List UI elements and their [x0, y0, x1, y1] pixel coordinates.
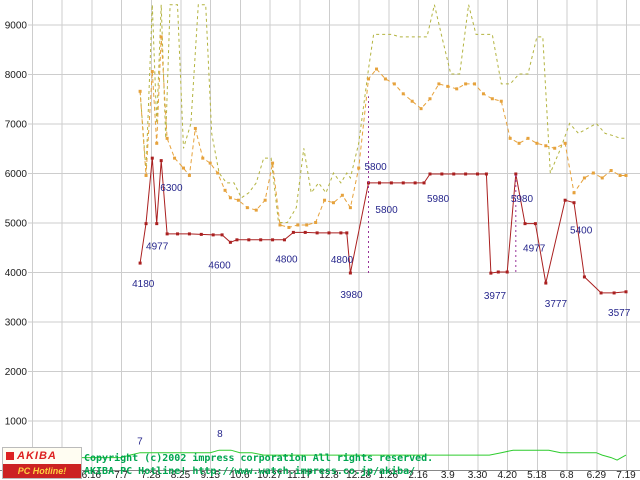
svg-text:7.19: 7.19 — [616, 470, 636, 480]
svg-text:6.8: 6.8 — [560, 470, 574, 480]
svg-text:12.8: 12.8 — [319, 470, 339, 480]
svg-text:1000: 1000 — [5, 417, 28, 428]
svg-text:8.25: 8.25 — [171, 470, 191, 480]
svg-text:2.16: 2.16 — [408, 470, 428, 480]
svg-text:5000: 5000 — [5, 219, 28, 230]
svg-text:6.29: 6.29 — [587, 470, 607, 480]
svg-text:4977: 4977 — [523, 244, 546, 255]
svg-text:5800: 5800 — [375, 205, 398, 216]
svg-text:4600: 4600 — [208, 260, 231, 271]
svg-text:2000: 2000 — [5, 367, 28, 378]
svg-text:10.27: 10.27 — [257, 470, 282, 480]
akiba-pc-hotline-logo: AKIBA PC Hotline! — [2, 447, 82, 479]
svg-text:4977: 4977 — [146, 242, 169, 253]
logo-mark-icon — [6, 452, 14, 460]
copyright-block: Copyright (c)2002 impress corporation Al… — [84, 452, 433, 478]
svg-text:12.28: 12.28 — [346, 470, 371, 480]
svg-text:4800: 4800 — [275, 254, 298, 265]
svg-text:4.20: 4.20 — [497, 470, 517, 480]
svg-text:3000: 3000 — [5, 318, 28, 329]
svg-text:6000: 6000 — [5, 169, 28, 180]
svg-text:8: 8 — [217, 429, 223, 440]
logo-pc-hotline-text: PC Hotline! — [3, 464, 81, 478]
svg-text:4800: 4800 — [331, 255, 354, 266]
svg-text:3777: 3777 — [545, 299, 568, 310]
svg-text:10.6: 10.6 — [230, 470, 250, 480]
svg-text:9000: 9000 — [5, 21, 28, 32]
svg-text:11.17: 11.17 — [287, 470, 312, 480]
svg-text:4000: 4000 — [5, 268, 28, 279]
logo-akiba-text: AKIBA — [17, 450, 57, 462]
svg-text:3577: 3577 — [608, 308, 631, 319]
svg-text:5980: 5980 — [511, 194, 534, 205]
svg-text:3980: 3980 — [340, 290, 363, 301]
svg-text:7.28: 7.28 — [141, 470, 161, 480]
svg-text:5.18: 5.18 — [527, 470, 547, 480]
svg-text:7000: 7000 — [5, 120, 28, 131]
svg-text:3.30: 3.30 — [468, 470, 488, 480]
svg-text:8000: 8000 — [5, 70, 28, 81]
copyright-line1: Copyright (c)2002 impress corporation Al… — [84, 453, 434, 464]
svg-text:7.7: 7.7 — [114, 470, 128, 480]
svg-text:9.15: 9.15 — [200, 470, 220, 480]
svg-text:5400: 5400 — [570, 226, 593, 237]
svg-text:3.9: 3.9 — [441, 470, 455, 480]
svg-text:6.16: 6.16 — [82, 470, 102, 480]
copyright-line2: AKIBA PC Hotline! http://www.watch.impre… — [84, 466, 416, 477]
svg-text:7: 7 — [137, 437, 143, 448]
svg-text:6300: 6300 — [160, 183, 183, 194]
svg-text:4180: 4180 — [132, 279, 155, 290]
svg-text:5800: 5800 — [365, 162, 388, 173]
logo-top-row: AKIBA — [3, 448, 81, 464]
svg-text:1.26: 1.26 — [379, 470, 399, 480]
svg-text:3977: 3977 — [484, 291, 507, 302]
svg-text:5980: 5980 — [427, 194, 450, 205]
